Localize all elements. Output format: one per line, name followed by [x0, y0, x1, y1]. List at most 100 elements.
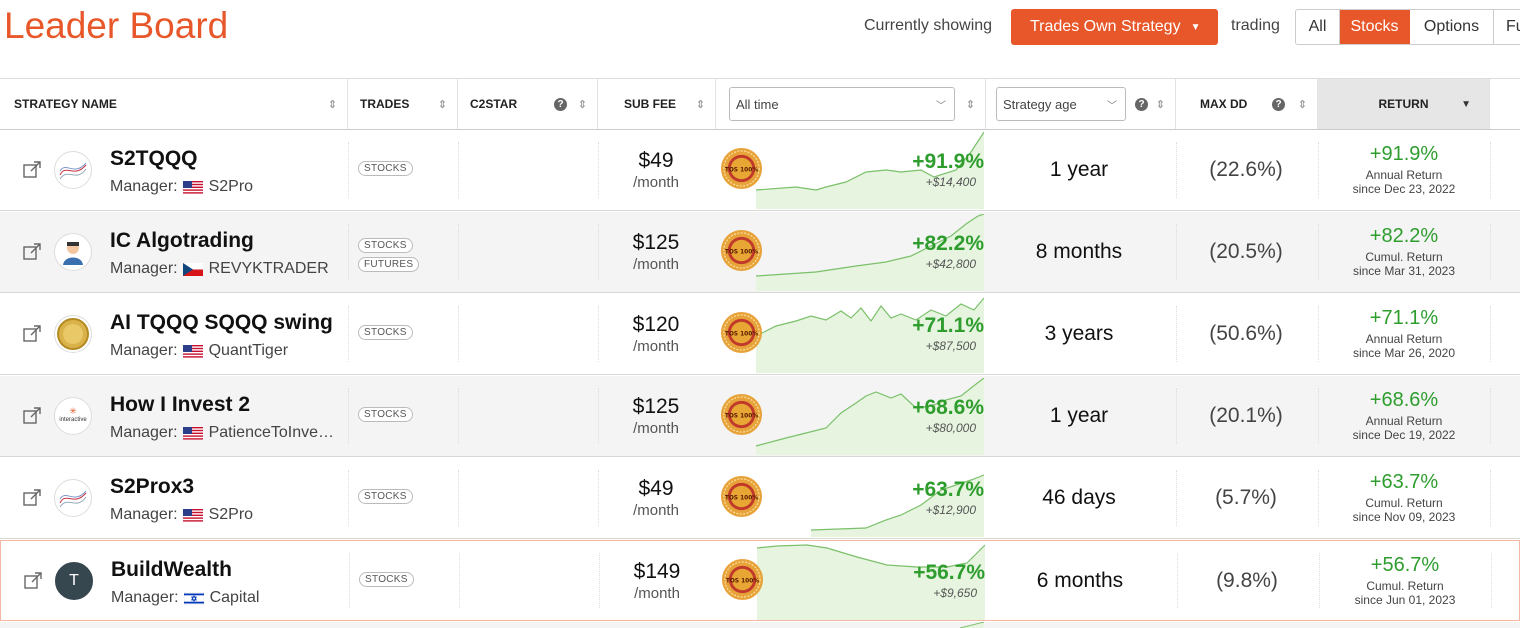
manager-label: Manager:	[110, 342, 178, 359]
filter-all[interactable]: All	[1296, 10, 1340, 44]
strategy-name-link[interactable]: IC Algotrading	[110, 229, 254, 252]
flag-icon	[182, 426, 203, 440]
col-c2star[interactable]: C2STAR ? ⇕	[458, 79, 598, 129]
table-row[interactable]: AI TQQQ SQQQ swing Manager: QuantTiger STOC…	[0, 294, 1520, 375]
col-max-dd[interactable]: MAX DD ? ⇕	[1176, 79, 1318, 129]
external-link-icon[interactable]	[22, 488, 42, 508]
performance-cell[interactable]: TOS 100% +82.2% +$42,800	[716, 212, 984, 292]
strategy-name-link[interactable]: BuildWealth	[111, 558, 232, 581]
return-type: Annual Return	[1365, 168, 1443, 182]
performance-cell[interactable]: TOS 100% +68.6% +$80,000	[716, 376, 984, 456]
tos-badge-icon: TOS 100%	[720, 229, 763, 277]
performance-cell[interactable]: TOS 100% +56.7% +$9,650	[717, 541, 985, 620]
external-link-icon[interactable]	[22, 324, 42, 344]
table-row[interactable]: S2TQQQ Manager: S2Pro STOCKS $49/month TOS 10…	[0, 130, 1520, 211]
sub-fee: $149/month	[601, 541, 713, 602]
max-drawdown: (5.7%)	[1215, 486, 1277, 509]
period-dollar-return: +$80,000	[925, 421, 976, 435]
table-row[interactable]	[0, 622, 1520, 628]
table-row[interactable]: IC Algotrading Manager: REVYKTRADER STOCKS F…	[0, 212, 1520, 293]
col-strategy-name-label: STRATEGY NAME	[14, 97, 117, 111]
avatar[interactable]: T	[55, 562, 93, 600]
manager-name-link[interactable]: PatienceToInve…	[208, 424, 334, 441]
caret-down-icon: ▼	[1461, 98, 1471, 110]
external-link-icon[interactable]	[22, 242, 42, 262]
external-link-icon[interactable]	[22, 406, 42, 426]
performance-cell[interactable]: TOS 100% +71.1% +$87,500	[716, 294, 984, 374]
table-row[interactable]: S2Prox3 Manager: S2Pro STOCKS $49/month TOS 1…	[0, 458, 1520, 539]
period-dollar-return: +$87,500	[925, 339, 976, 353]
age-select[interactable]: Strategy age ﹀	[996, 87, 1126, 121]
svg-text:TOS 100%: TOS 100%	[725, 249, 758, 255]
trading-label: trading	[1231, 17, 1280, 34]
manager-name-link[interactable]: Capital	[209, 589, 260, 606]
fee-amount: $125	[632, 231, 680, 254]
return-cell: +82.2% Cumul. Return since Mar 31, 2023	[1318, 212, 1490, 278]
fee-amount: $49	[638, 477, 674, 500]
col-strategy-name[interactable]: STRATEGY NAME ⇕	[0, 79, 348, 129]
col-return[interactable]: RETURN ▼	[1318, 79, 1490, 129]
manager-name-link[interactable]: REVYKTRADER	[208, 260, 329, 277]
period-return: +56.7%	[913, 561, 985, 584]
avatar[interactable]	[54, 315, 92, 353]
strategy-age: 6 months	[1036, 569, 1124, 592]
sort-icon[interactable]: ⇕	[1155, 98, 1165, 111]
flag-icon	[183, 591, 204, 605]
sort-icon: ⇕	[437, 98, 447, 111]
col-sub-fee[interactable]: SUB FEE ⇕	[598, 79, 716, 129]
manager-name-link[interactable]: S2Pro	[208, 178, 254, 195]
return-percent: +63.7%	[1369, 471, 1439, 493]
filter-futures[interactable]: Fu	[1506, 18, 1520, 35]
help-icon[interactable]: ?	[1272, 97, 1285, 111]
col-trades[interactable]: TRADES ⇕	[348, 79, 458, 129]
manager-info: Manager: Capital	[111, 589, 259, 607]
return-since: since Dec 23, 2022	[1352, 182, 1456, 196]
help-icon[interactable]: ?	[554, 97, 567, 111]
period-return: +71.1%	[912, 314, 984, 337]
avatar[interactable]	[54, 233, 92, 271]
strategy-age: 1 year	[1049, 404, 1109, 427]
max-drawdown: (20.1%)	[1209, 404, 1283, 427]
sub-fee: $125/month	[600, 212, 712, 273]
avatar[interactable]	[54, 151, 92, 189]
filter-stocks[interactable]: Stocks	[1340, 10, 1410, 44]
return-percent: +91.9%	[1369, 143, 1439, 165]
period-return: +68.6%	[912, 396, 984, 419]
avatar[interactable]	[54, 479, 92, 517]
fee-amount: $149	[633, 560, 681, 583]
manager-name-link[interactable]: QuantTiger	[208, 342, 289, 359]
strategy-name-link[interactable]: S2Prox3	[110, 475, 195, 498]
help-icon[interactable]: ?	[1135, 97, 1148, 111]
external-link-icon[interactable]	[23, 571, 43, 591]
asset-tag: STOCKS	[358, 238, 413, 253]
performance-cell[interactable]: TOS 100% +63.7% +$12,900	[716, 458, 984, 538]
sort-icon[interactable]: ⇕	[965, 98, 975, 111]
period-select[interactable]: All time ﹀	[729, 87, 955, 121]
sub-fee: $120/month	[600, 294, 712, 355]
strategy-name-link[interactable]: AI TQQQ SQQQ swing	[110, 311, 333, 334]
period-dollar-return: +$12,900	[925, 503, 976, 517]
strategy-name-link[interactable]: How I Invest 2	[110, 393, 251, 416]
external-link-icon[interactable]	[22, 160, 42, 180]
svg-text:TOS 100%: TOS 100%	[725, 495, 758, 501]
table-row[interactable]: ✳ interactive How I Invest 2 Manager: Patien…	[0, 376, 1520, 457]
svg-text:TOS 100%: TOS 100%	[726, 578, 759, 584]
table-row[interactable]: T BuildWealth Manager: Capital STOCKS $149/mo…	[0, 540, 1520, 621]
return-since: since Mar 26, 2020	[1352, 346, 1456, 360]
performance-cell[interactable]: TOS 100% +91.9% +$14,400	[716, 130, 984, 210]
sort-icon: ⇕	[577, 98, 587, 111]
manager-name-link[interactable]: S2Pro	[208, 506, 254, 523]
period-return: +82.2%	[912, 232, 984, 255]
manager-label: Manager:	[110, 424, 178, 441]
fee-period: /month	[633, 174, 679, 191]
avatar[interactable]: ✳ interactive	[54, 397, 92, 435]
strategy-name-link[interactable]: S2TQQQ	[110, 147, 198, 170]
tos-badge-icon: TOS 100%	[720, 475, 763, 523]
return-cell: +91.9% Annual Return since Dec 23, 2022	[1318, 130, 1490, 196]
filter-options[interactable]: Options	[1410, 10, 1494, 44]
equity-sparkline	[755, 378, 984, 455]
strategy-type-dropdown[interactable]: Trades Own Strategy ▼	[1011, 9, 1218, 45]
return-cell: +63.7% Cumul. Return since Nov 09, 2023	[1318, 458, 1490, 524]
col-c2star-label: C2STAR	[470, 97, 518, 111]
manager-label: Manager:	[110, 506, 178, 523]
